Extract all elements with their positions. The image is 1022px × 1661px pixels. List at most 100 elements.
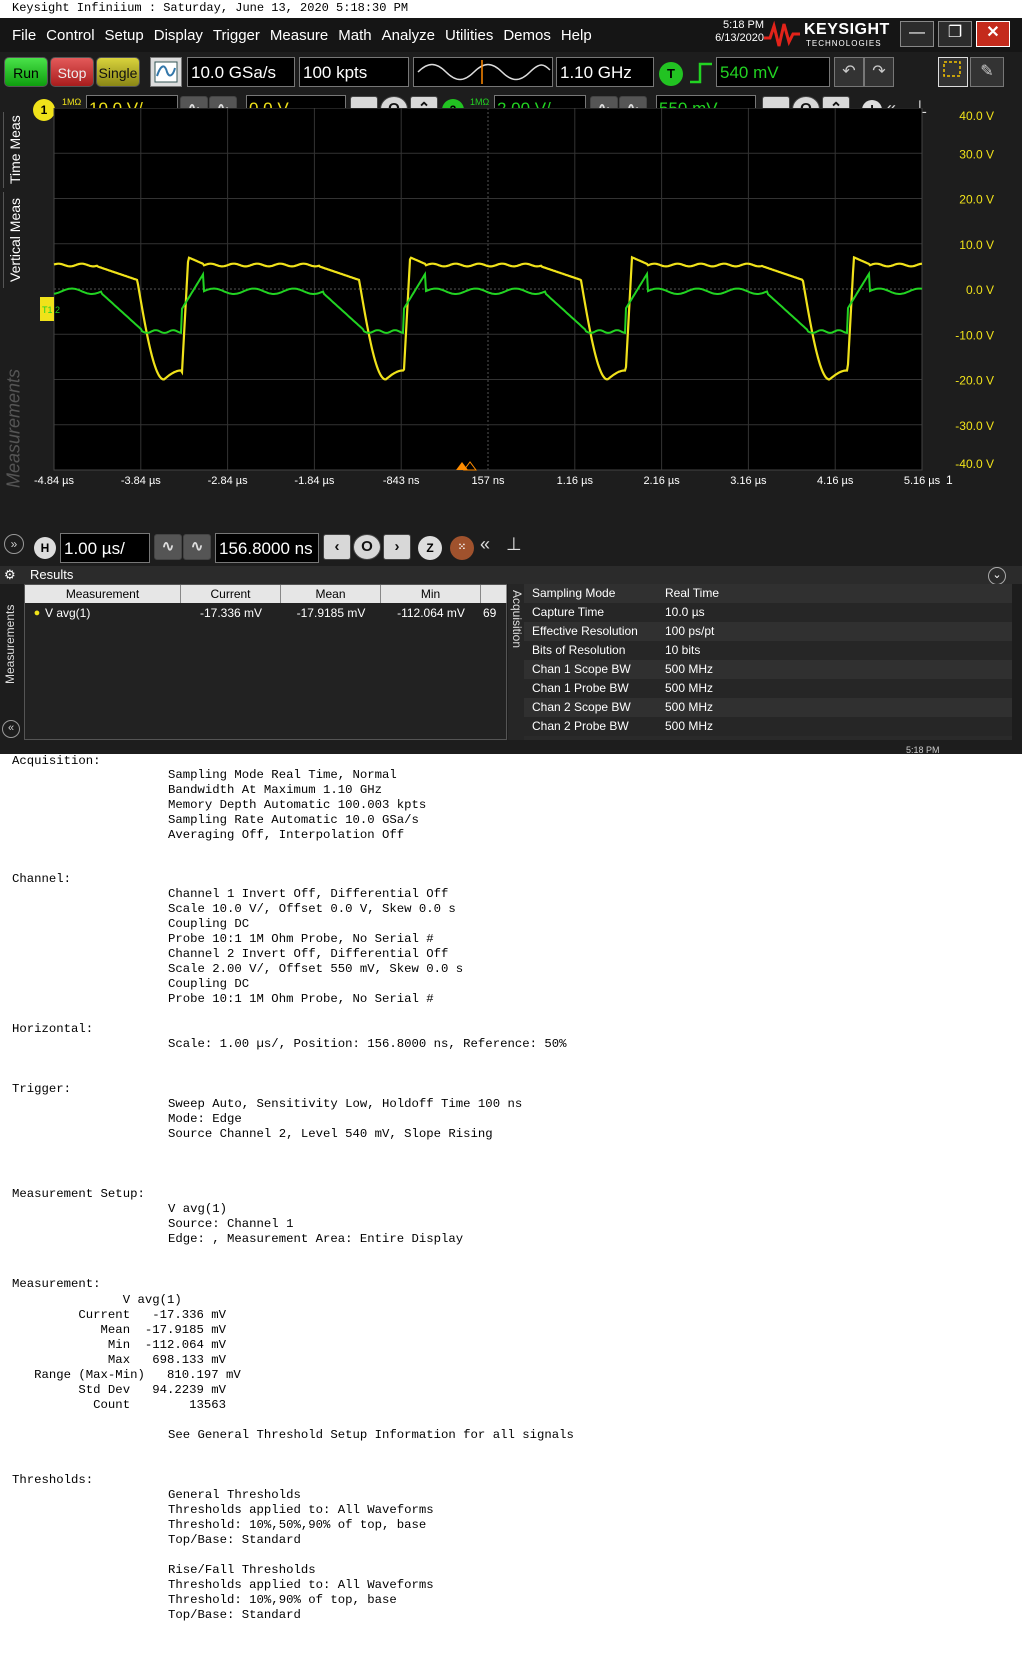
results-side-tab[interactable]: Measurements « [0, 584, 22, 740]
report-line: Scale 2.00 V/, Offset 550 mV, Skew 0.0 s [168, 962, 464, 976]
report-line: General Thresholds [168, 1488, 301, 1502]
menu-setup[interactable]: Setup [104, 26, 144, 44]
minimize-button[interactable]: — [900, 21, 934, 47]
report-measurement-line: Std Dev 94.2239 mV [12, 1383, 227, 1397]
y-tick-label: -20.0 V [955, 374, 994, 388]
report-line: Scale: 1.00 µs/, Position: 156.8000 ns, … [168, 1037, 567, 1051]
acquisition-tab[interactable]: Acquisition [508, 584, 524, 740]
print-header: Keysight Infiniium : Saturday, June 13, … [12, 1, 409, 15]
y-tick-label: -10.0 V [955, 328, 994, 342]
brand-subtitle: TECHNOLOGIES [806, 39, 882, 48]
report-measurement-line: Max 698.133 mV [12, 1353, 227, 1367]
x-tick-label: -843 ns [383, 475, 420, 487]
col-measurement[interactable]: Measurement [25, 585, 181, 603]
gated-zoom-button[interactable]: ⁙ [450, 536, 474, 560]
list-item: Sampling Mode Real Time [524, 584, 1012, 603]
list-item: Effective Resolution 100 ps/pt [524, 622, 1012, 641]
report-line: Thresholds applied to: All Waveforms [168, 1503, 434, 1517]
acq-key: Chan 1 Probe BW [532, 681, 629, 695]
close-button[interactable]: ✕ [976, 21, 1010, 47]
collapse-results-button[interactable]: ⌄ [988, 567, 1006, 585]
row-max-cut: 69 [483, 606, 497, 620]
menu-trigger[interactable]: Trigger [212, 26, 260, 44]
memory-depth-field[interactable]: 100 kpts [299, 57, 409, 87]
menu-control[interactable]: Control [46, 26, 95, 44]
settings-gear-icon[interactable]: ⚙ [4, 567, 16, 582]
menu-display[interactable]: Display [153, 26, 203, 44]
single-button[interactable]: Single [96, 57, 140, 87]
col-min[interactable]: Min [381, 585, 481, 603]
results-expand-button[interactable]: « [2, 720, 20, 738]
zoom-select-button[interactable] [938, 57, 968, 87]
stop-button[interactable]: Stop [50, 57, 94, 87]
tab-vertical-meas[interactable]: Vertical Meas [3, 192, 26, 288]
list-item: Chan 1 Scope BW 500 MHz [524, 660, 1012, 679]
sample-rate-field[interactable]: 10.0 GSa/s [187, 57, 295, 87]
list-item: Chan 1 Probe BW 500 MHz [524, 679, 1012, 698]
position-left-button[interactable]: ‹ [323, 534, 351, 560]
menu-file[interactable]: File [12, 26, 37, 44]
trigger-level-field[interactable]: 540 mV [716, 57, 830, 87]
col-mean[interactable]: Mean [281, 585, 381, 603]
report-line: Bandwidth At Maximum 1.10 GHz [168, 783, 383, 797]
acq-key: Chan 1 Scope BW [532, 662, 631, 676]
redo-button[interactable]: ↷ [864, 57, 894, 87]
horizontal-wave-button-2[interactable]: ∿ [183, 534, 211, 560]
list-item: Chan 2 Scope BW 500 MHz [524, 698, 1012, 717]
wave-icon: ∿ [190, 538, 204, 555]
double-chevron-right-icon: » [10, 537, 18, 551]
position-right-button[interactable]: › [383, 534, 411, 560]
x-tick-label: 1.16 µs [557, 475, 594, 487]
acquisition-info-table: Sampling Mode Real Time Capture Time 10.0 … [524, 584, 1012, 740]
menu-measure[interactable]: Measure [269, 26, 329, 44]
channel-1-impedance: 1MΩ [62, 97, 82, 107]
expand-sidebar-button[interactable]: » [4, 534, 24, 554]
menu-help[interactable]: Help [560, 26, 592, 44]
bandwidth-filter-button[interactable] [413, 57, 553, 87]
menu-math[interactable]: Math [338, 26, 372, 44]
restore-button[interactable]: ❐ [938, 21, 972, 47]
horizontal-position-field[interactable]: 156.8000 ns [215, 533, 319, 563]
autoscale-button[interactable] [150, 57, 182, 87]
report-line: Coupling DC [168, 977, 250, 991]
menu-demos[interactable]: Demos [503, 26, 551, 44]
x-tick-label: -4.84 µs [34, 475, 74, 487]
waveform-graticule[interactable]: 40.0 V 30.0 V 20.0 V 10.0 V 0.0 V -10.0 V -20.… [28, 108, 1022, 514]
autoscale-icon [154, 61, 178, 83]
zoom-button[interactable]: Z [418, 536, 442, 560]
ground-marker[interactable]: T1 2 [40, 297, 60, 321]
touch-draw-button[interactable]: ✎ [970, 57, 1004, 87]
clock-date: 6/13/2020 [715, 32, 764, 44]
report-line: Channel 2 Invert Off, Differential Off [168, 947, 449, 961]
horizontal-toolbar: H 1.00 µs/ ∿ ∿ 156.8000 ns ‹ O › Z ⁙ « ⊥ [28, 530, 1022, 566]
col-current[interactable]: Current [181, 585, 281, 603]
tab-time-meas[interactable]: Time Meas [3, 112, 26, 188]
col-max-cut[interactable] [481, 585, 507, 603]
report-line: Rise/Fall Thresholds [168, 1563, 316, 1577]
undo-button[interactable]: ↶ [834, 57, 864, 87]
ground-marker-label: T1 2 [42, 305, 60, 315]
acq-value: 10.0 µs [665, 605, 705, 619]
collapse-horizontal-button[interactable]: « [480, 534, 490, 555]
horizontal-scale-field[interactable]: 1.00 µs/ [60, 533, 150, 563]
trigger-badge[interactable]: T [659, 62, 683, 86]
waveform-display[interactable]: 40.0 V 30.0 V 20.0 V 10.0 V 0.0 V -10.0 V -20.… [28, 108, 1022, 514]
x-tick-label: -1.84 µs [294, 475, 334, 487]
acq-key: Chan 2 Probe BW [532, 719, 629, 733]
time-reference-marker [463, 461, 477, 471]
ground-marker-shape [40, 297, 54, 321]
results-title: Results [30, 567, 74, 582]
report-line: Coupling DC [168, 917, 250, 931]
x-tick-label: 3.16 µs [730, 475, 767, 487]
menu-utilities[interactable]: Utilities [444, 26, 494, 44]
horizontal-badge[interactable]: H [34, 537, 56, 559]
bandwidth-field[interactable]: 1.10 GHz [556, 57, 654, 87]
report-line: Thresholds applied to: All Waveforms [168, 1578, 434, 1592]
run-button[interactable]: Run [4, 57, 48, 87]
channel-1-badge[interactable]: 1 [33, 99, 55, 121]
menu-analyze[interactable]: Analyze [381, 26, 435, 44]
report-line: Averaging Off, Interpolation Off [168, 828, 405, 842]
pin-button[interactable]: ⊥ [506, 534, 522, 555]
horizontal-wave-button-1[interactable]: ∿ [154, 534, 182, 560]
position-zero-button[interactable]: O [353, 534, 381, 560]
